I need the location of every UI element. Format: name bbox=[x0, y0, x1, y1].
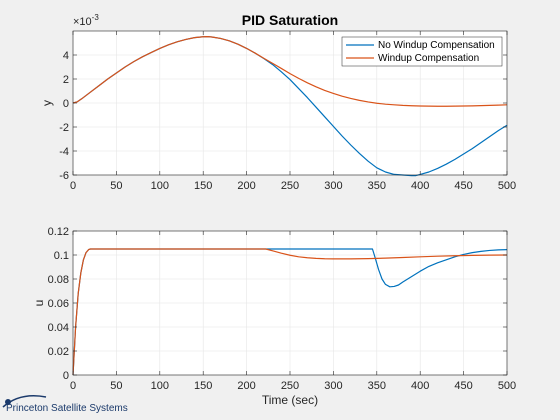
series-line-windup bbox=[72, 36, 508, 107]
x-tick-label: 250 bbox=[281, 380, 299, 392]
bottom-x-axis-label: Time (sec) bbox=[262, 393, 318, 407]
y-tick-label: -6 bbox=[59, 170, 69, 182]
x-tick-label: 350 bbox=[368, 180, 386, 192]
y-tick-label: -2 bbox=[59, 122, 69, 134]
y-tick-label: 0.08 bbox=[48, 274, 69, 286]
x-tick-label: 500 bbox=[498, 380, 516, 392]
x-tick-label: 50 bbox=[110, 380, 122, 392]
y-tick-label: 0.02 bbox=[48, 346, 69, 358]
top-x-tick-labels: 0 50 100 150 200 250 300 350 400 450 500 bbox=[70, 180, 516, 192]
bottom-axes: 0 50 100 150 200 250 300 350 400 450 500 0 0.02 0.04… bbox=[32, 226, 516, 407]
top-chart-title: PID Saturation bbox=[242, 12, 338, 28]
x-tick-label: 300 bbox=[324, 380, 342, 392]
bottom-series-lines bbox=[72, 248, 508, 376]
princeton-satellite-systems-logo: Princeton Satellite Systems bbox=[2, 394, 128, 414]
y-tick-label: 0.06 bbox=[48, 298, 69, 310]
legend-box bbox=[341, 36, 503, 67]
x-tick-label: 100 bbox=[151, 180, 169, 192]
x-tick-label: 200 bbox=[237, 380, 255, 392]
exponent-power: -3 bbox=[92, 13, 100, 22]
y-tick-label: 0.1 bbox=[54, 250, 69, 262]
top-tick-marks bbox=[72, 31, 508, 176]
bottom-x-tick-labels: 0 50 100 150 200 250 300 350 400 450 500 bbox=[70, 380, 516, 392]
bottom-y-tick-labels: 0 0.02 0.04 0.06 0.08 0.1 0.12 bbox=[48, 226, 69, 382]
x-tick-label: 150 bbox=[194, 380, 212, 392]
top-axes: 0 50 100 150 200 250 300 350 400 450 500 -6 -4 -2 0 2 4… bbox=[40, 12, 516, 192]
logo-text: Princeton Satellite Systems bbox=[6, 403, 128, 414]
series-line-windup bbox=[72, 248, 508, 376]
y-tick-label: 2 bbox=[63, 74, 69, 86]
top-series-lines bbox=[72, 36, 508, 177]
x-tick-label: 500 bbox=[498, 180, 516, 192]
y-tick-label: -4 bbox=[59, 146, 69, 158]
x-tick-label: 400 bbox=[411, 380, 429, 392]
legend-entry-windup: Windup Compensation bbox=[378, 53, 479, 64]
logo-dot-icon bbox=[5, 399, 11, 405]
logo-swoosh-icon bbox=[2, 394, 47, 408]
x-tick-label: 300 bbox=[324, 180, 342, 192]
x-tick-label: 0 bbox=[70, 180, 76, 192]
x-tick-label: 0 bbox=[70, 380, 76, 392]
x-tick-label: 250 bbox=[281, 180, 299, 192]
y-tick-label: 0 bbox=[63, 370, 69, 382]
x-tick-label: 150 bbox=[194, 180, 212, 192]
top-y-axis-label: y bbox=[40, 100, 54, 106]
x-tick-label: 200 bbox=[237, 180, 255, 192]
x-tick-label: 450 bbox=[454, 180, 472, 192]
top-y-exponent-label: ×10-3 bbox=[73, 13, 99, 28]
top-y-tick-labels: -6 -4 -2 0 2 4 bbox=[59, 50, 69, 182]
bottom-tick-marks bbox=[72, 230, 508, 376]
legend-entry-no-windup: No Windup Compensation bbox=[378, 40, 495, 51]
y-tick-label: 0.12 bbox=[48, 226, 69, 238]
exponent-base: ×10 bbox=[73, 16, 92, 28]
bottom-y-axis-label: u bbox=[32, 300, 46, 307]
x-tick-label: 100 bbox=[151, 380, 169, 392]
x-tick-label: 400 bbox=[411, 180, 429, 192]
y-tick-label: 4 bbox=[63, 50, 69, 62]
x-tick-label: 50 bbox=[110, 180, 122, 192]
legend: No Windup Compensation Windup Compensati… bbox=[341, 36, 503, 67]
x-tick-label: 450 bbox=[454, 380, 472, 392]
x-tick-label: 350 bbox=[368, 380, 386, 392]
y-tick-label: 0 bbox=[63, 98, 69, 110]
y-tick-label: 0.04 bbox=[48, 322, 69, 334]
